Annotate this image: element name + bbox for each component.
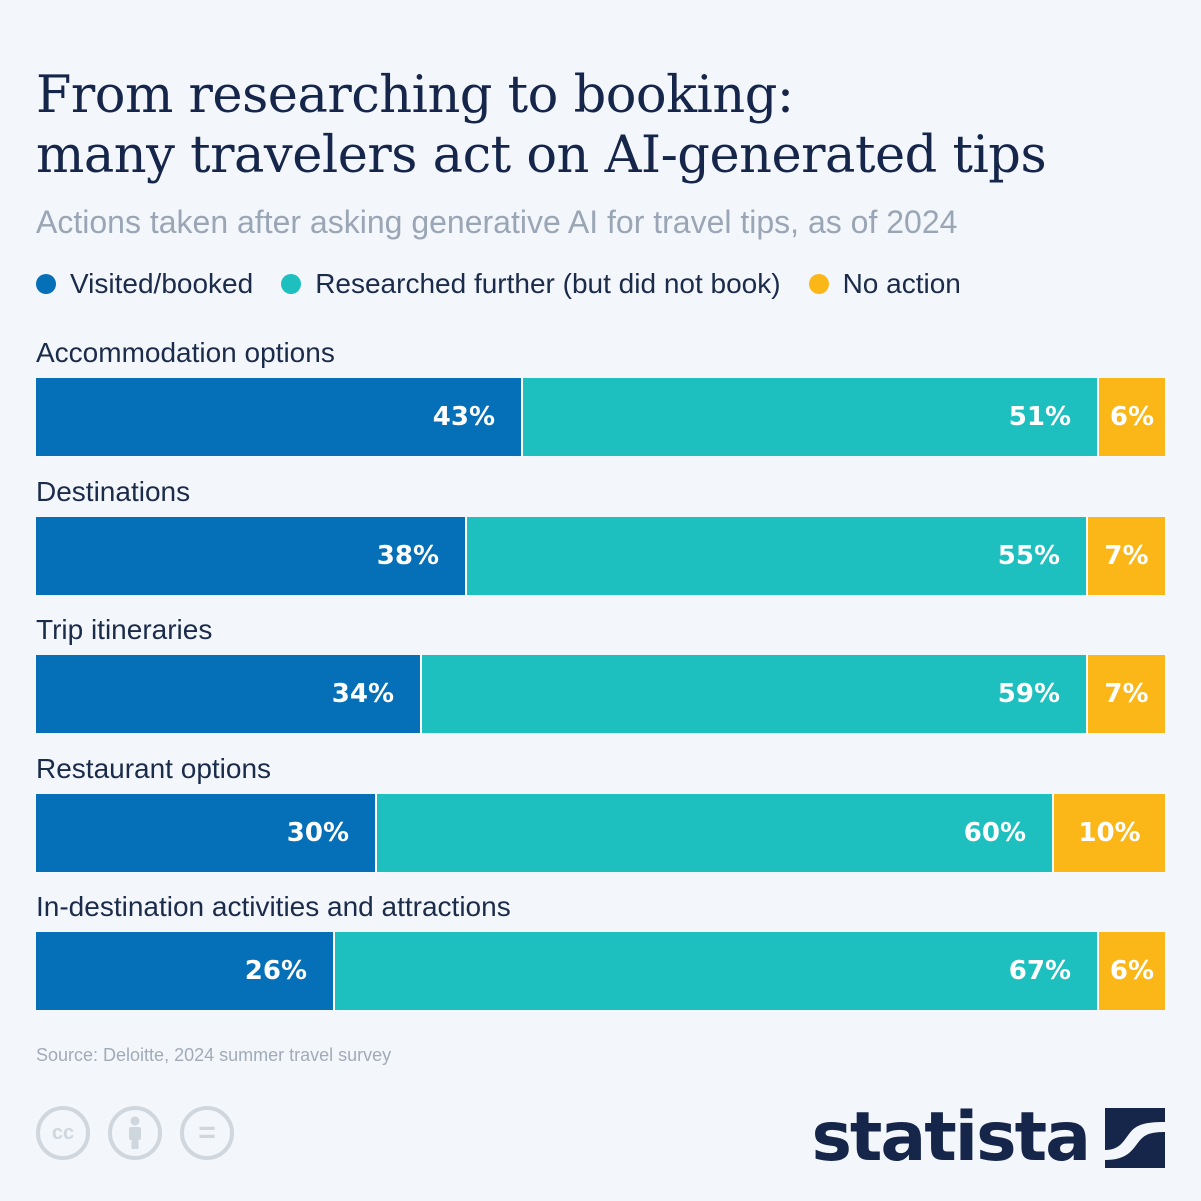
bar-segment[interactable]: 43%: [36, 378, 521, 456]
data-label: 6%: [1109, 402, 1155, 432]
data-label: 60%: [963, 817, 1026, 848]
bar-segment[interactable]: 10%: [1052, 793, 1165, 872]
bar-segment[interactable]: 6%: [1097, 378, 1165, 456]
data-label: 26%: [244, 956, 307, 986]
legend-label: No action: [842, 268, 961, 299]
attribution-icon[interactable]: [108, 1106, 162, 1160]
data-label: 6%: [1109, 956, 1155, 986]
data-label: 10%: [1078, 817, 1141, 848]
data-label: 38%: [376, 540, 439, 571]
bar-segment[interactable]: 59%: [420, 655, 1086, 733]
title-line-1: From researching to booking:: [36, 66, 794, 125]
legend-dot-icon: [808, 274, 829, 294]
cc-icon[interactable]: cc: [36, 1106, 90, 1160]
chart-title: From researching to booking: many travel…: [36, 66, 1156, 186]
bar-segment[interactable]: 67%: [333, 932, 1097, 1010]
bar-segment[interactable]: 30%: [36, 793, 375, 872]
category-label: Restaurant options: [36, 752, 272, 784]
data-label: 55%: [997, 540, 1060, 571]
data-label: 30%: [286, 817, 349, 848]
data-label: 7%: [1104, 540, 1149, 571]
bar-segment[interactable]: 38%: [36, 516, 465, 595]
bar-row: Destinations 38% 55% 7%: [36, 475, 1165, 616]
bar-row: Restaurant options 30% 60% 10%: [36, 752, 1165, 893]
data-label: 51%: [1008, 402, 1071, 432]
legend-label: Visited/booked: [70, 268, 254, 299]
bar-segment[interactable]: 7%: [1086, 516, 1165, 595]
category-label: Accommodation options: [36, 337, 335, 368]
legend-item: Visited/booked: [36, 268, 253, 300]
title-line-2: many travelers act on AI-generated tips: [36, 126, 1047, 185]
category-label: In-destination activities and attraction…: [36, 891, 511, 922]
statista-logo[interactable]: statista: [811, 1103, 1165, 1173]
data-label: 34%: [331, 679, 394, 709]
category-label: Destinations: [36, 475, 191, 507]
stacked-bar: 38% 55% 7%: [36, 516, 1165, 595]
bar-segment[interactable]: 60%: [375, 793, 1052, 872]
stacked-bar: 34% 59% 7%: [36, 655, 1165, 733]
legend-dot-icon: [36, 274, 56, 294]
bar-segment[interactable]: 7%: [1086, 655, 1165, 733]
bar-segment[interactable]: 55%: [465, 516, 1086, 595]
data-label: 43%: [432, 402, 495, 432]
legend: Visited/booked Researched further (but di…: [36, 266, 989, 302]
data-label: 59%: [997, 679, 1060, 709]
data-label: 7%: [1104, 679, 1149, 709]
bar-segment[interactable]: 34%: [36, 655, 420, 733]
brand-wordmark: statista: [811, 1098, 1091, 1177]
cc-icon-text: cc: [51, 1121, 75, 1144]
stacked-bar: 26% 67% 6%: [36, 932, 1165, 1010]
bar-segment[interactable]: 26%: [36, 932, 333, 1010]
legend-dot-icon: [281, 274, 302, 294]
stacked-bar-chart: Accommodation options 43% 51% 6% Destination…: [36, 338, 1165, 1031]
chart-subtitle: Actions taken after asking generative AI…: [36, 204, 958, 240]
source-note: Source: Deloitte, 2024 summer travel sur…: [36, 1045, 392, 1065]
bar-segment[interactable]: 51%: [521, 378, 1097, 456]
bar-row: Trip itineraries 34% 59% 7%: [36, 615, 1165, 754]
stacked-bar: 43% 51% 6%: [36, 378, 1165, 456]
no-derivatives-icon-text: =: [198, 1116, 216, 1149]
legend-item: Researched further (but did not book): [281, 268, 781, 300]
legend-label: Researched further (but did not book): [315, 268, 781, 299]
data-label: 67%: [1008, 956, 1071, 986]
statista-logo-icon: [1105, 1108, 1165, 1168]
person-icon: [129, 1116, 141, 1149]
stacked-bar: 30% 60% 10%: [36, 793, 1165, 872]
category-label: Trip itineraries: [36, 614, 213, 645]
bar-row: In-destination activities and attraction…: [36, 892, 1165, 1031]
bar-row: Accommodation options 43% 51% 6%: [36, 338, 1165, 477]
legend-item: No action: [808, 268, 961, 300]
no-derivatives-icon[interactable]: =: [180, 1106, 234, 1160]
license-icons: cc =: [36, 1106, 252, 1160]
bar-segment[interactable]: 6%: [1097, 932, 1165, 1010]
